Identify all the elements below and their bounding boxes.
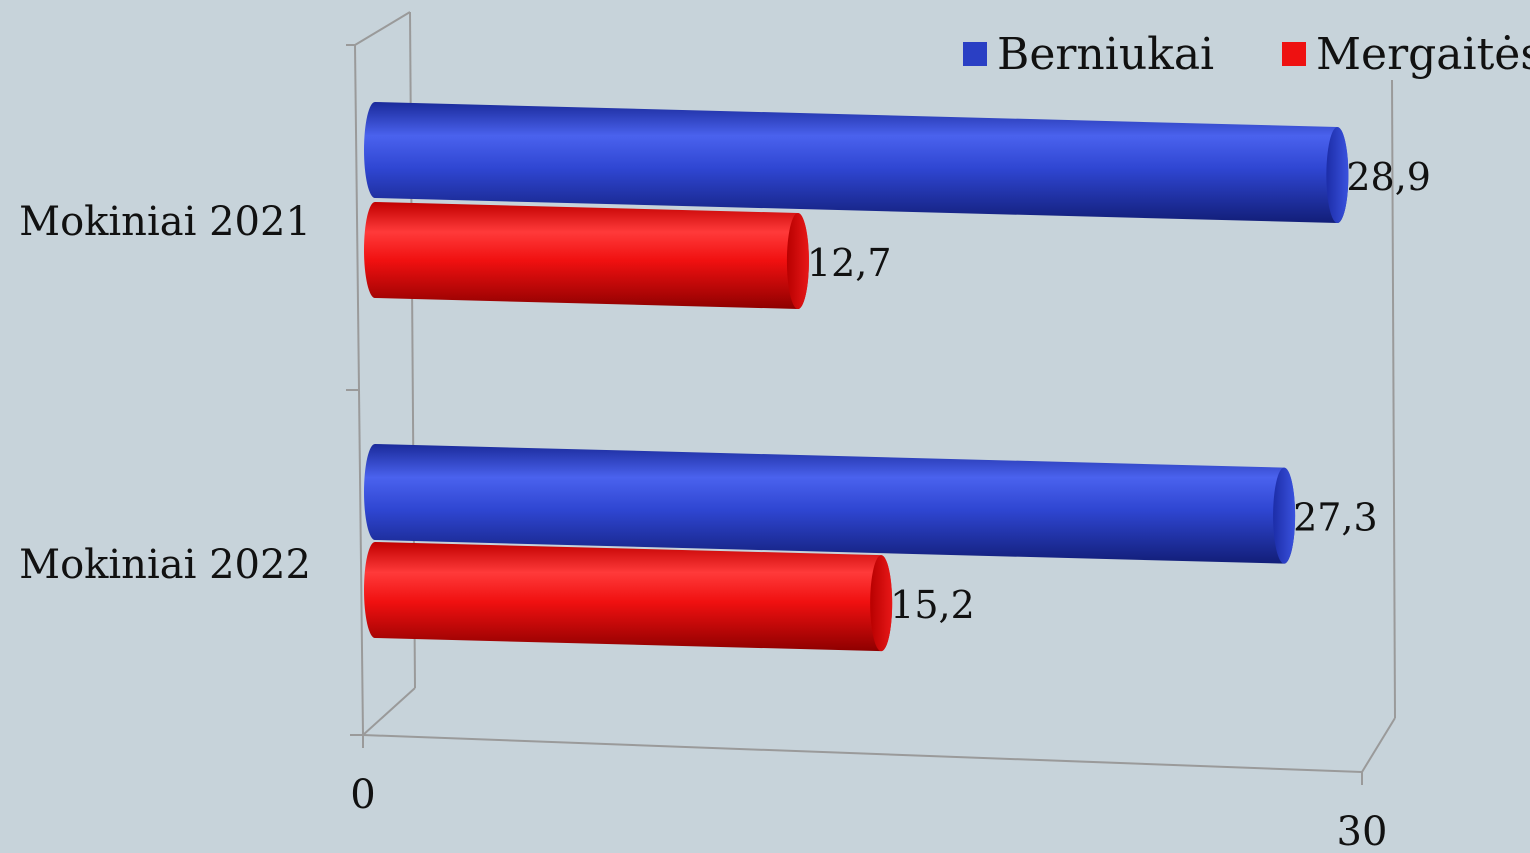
bar-mergaites-0 xyxy=(364,202,809,309)
legend-label-mergaites: Mergaitės xyxy=(1316,29,1530,80)
category-label-2022: Mokiniai 2022 xyxy=(19,542,311,588)
bar-cap-berniukai-1 xyxy=(1273,467,1296,564)
bar-cap-mergaites-0 xyxy=(786,212,809,309)
category-label-2021: Mokiniai 2021 xyxy=(19,199,311,245)
bar-berniukai-1 xyxy=(364,444,1296,564)
data-label-berniukai-1: 27,3 xyxy=(1293,496,1378,540)
bar-cap-mergaites-1 xyxy=(870,555,893,652)
legend: Berniukai Mergaitės xyxy=(963,29,1530,80)
bar-berniukai-0 xyxy=(364,102,1349,224)
data-label-mergaites-1: 15,2 xyxy=(890,583,975,627)
x-tick-label-30: 30 xyxy=(1337,809,1388,853)
legend-label-berniukai: Berniukai xyxy=(997,29,1214,80)
legend-swatch-berniukai xyxy=(963,42,987,66)
data-label-mergaites-0: 12,7 xyxy=(807,241,892,285)
bar-cap-berniukai-0 xyxy=(1326,127,1349,224)
data-label-berniukai-0: 28,9 xyxy=(1346,155,1431,199)
bar-mergaites-1 xyxy=(364,542,893,652)
bars-group: 28,9 12,7 27,3 15,2 xyxy=(364,102,1431,652)
legend-swatch-mergaites xyxy=(1282,42,1306,66)
x-tick-label-0: 0 xyxy=(350,772,375,818)
